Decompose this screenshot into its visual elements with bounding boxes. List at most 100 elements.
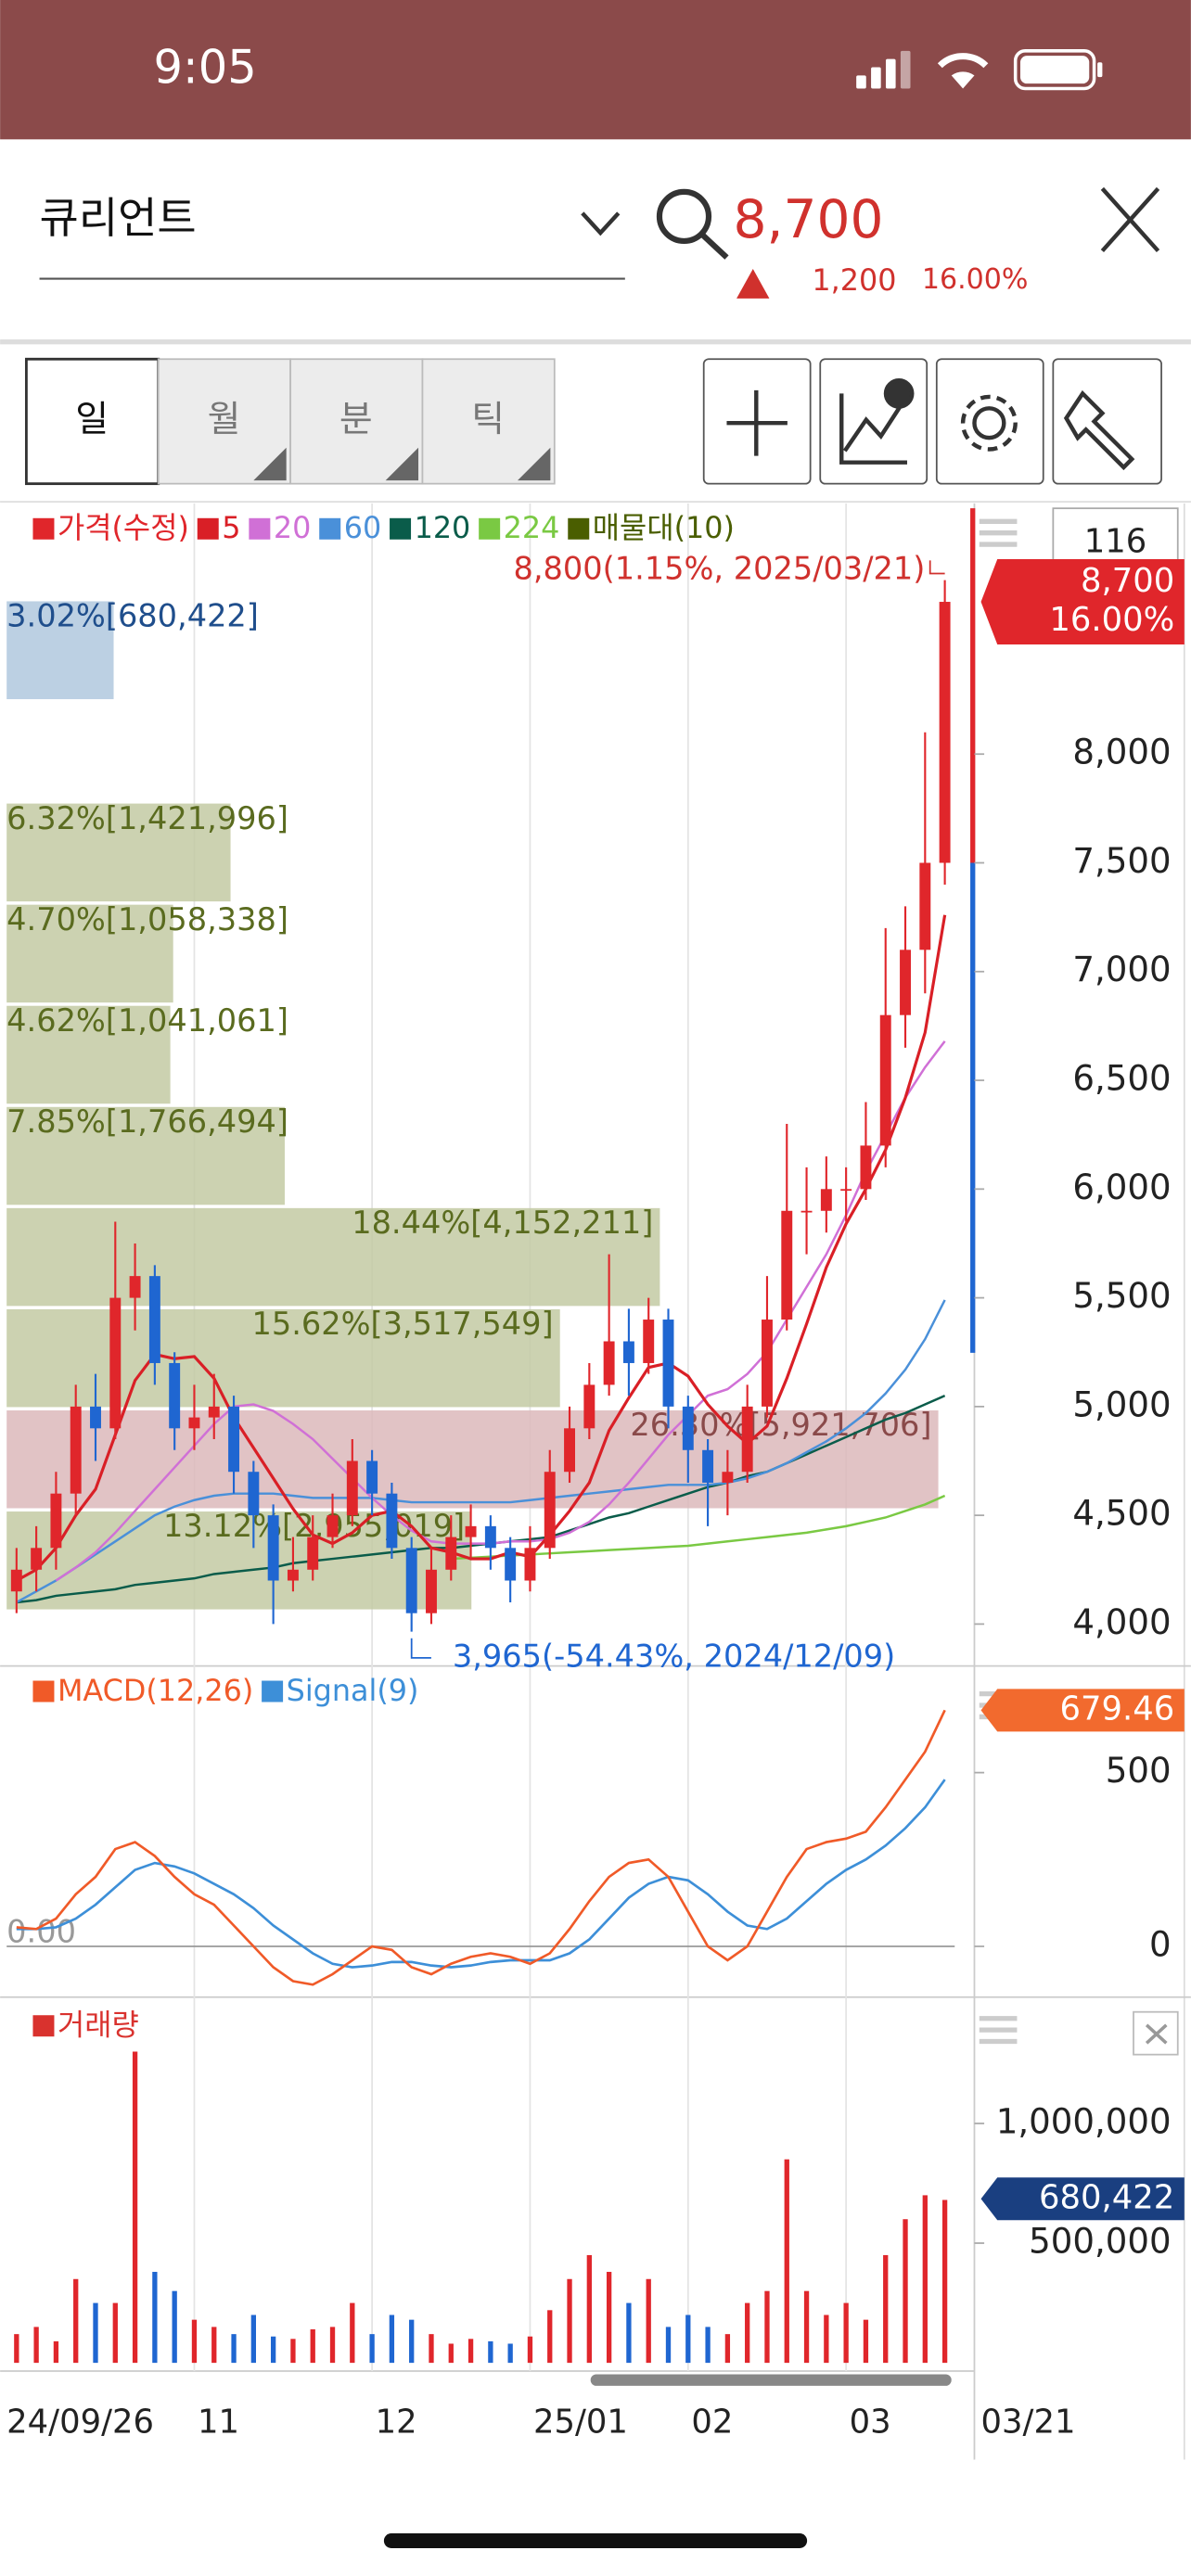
legend-label: 224	[504, 510, 560, 545]
volume-bar	[467, 2339, 474, 2364]
candle-body	[90, 1406, 101, 1429]
volume-profile-label: 3.02%[680,422]	[6, 598, 259, 634]
candle-body	[445, 1537, 457, 1570]
y-tick-label: 5,000	[1072, 1384, 1171, 1424]
volume-bar	[152, 2272, 158, 2364]
price-tag	[980, 559, 1185, 645]
volume-bar	[941, 2200, 948, 2364]
search-icon[interactable]	[656, 188, 729, 260]
legend-label: 5	[222, 510, 240, 545]
y-tick-label: 0	[1149, 1925, 1172, 1965]
candle-body	[109, 1297, 122, 1429]
legend-swatch	[32, 2015, 55, 2037]
tab-label: 분	[339, 399, 373, 440]
candle-body	[702, 1449, 714, 1483]
close-icon[interactable]	[1100, 186, 1160, 253]
volume-bar	[843, 2302, 849, 2364]
legend-swatch	[197, 517, 219, 540]
candle-body	[346, 1460, 358, 1516]
indicator-line	[16, 1709, 946, 1986]
candle-body	[820, 1189, 832, 1211]
x-last-date: 03/21	[981, 2404, 1076, 2442]
tab-corner	[253, 447, 287, 481]
volume-bar	[646, 2278, 651, 2364]
candle-body	[228, 1406, 240, 1473]
y-tick-label: 4,500	[1072, 1494, 1171, 1534]
volume-bar	[784, 2159, 789, 2364]
candle-body	[129, 1276, 141, 1298]
volume-bar	[547, 2310, 553, 2364]
volume-bar	[409, 2319, 415, 2364]
current-price: 8,700	[734, 189, 884, 250]
y-tick-label: 500,000	[1029, 2222, 1172, 2262]
tab[interactable]	[289, 358, 424, 485]
candle-body	[544, 1472, 556, 1549]
y-tick-label: 8,000	[1072, 733, 1171, 772]
volume-bar	[507, 2343, 513, 2364]
volume-profile-label: 15.62%[3,517,549]	[252, 1306, 554, 1342]
candle-body	[169, 1362, 181, 1429]
volume-bar	[290, 2339, 296, 2364]
volume-bar	[586, 2254, 592, 2364]
volume-profile-label: 4.62%[1,041,061]	[6, 1002, 288, 1039]
legend-label: 60	[344, 510, 381, 545]
volume-bar	[488, 2340, 493, 2364]
price-tag	[980, 1689, 1185, 1732]
volume-bar	[172, 2290, 177, 2364]
settings-button[interactable]	[935, 358, 1044, 485]
volume-bar	[191, 2319, 198, 2364]
tab-label: 일	[75, 399, 109, 440]
y-tick-label: 1,000,000	[996, 2101, 1172, 2141]
price-tag-label: 16.00%	[1049, 601, 1174, 639]
x-tick-label: 02	[691, 2404, 733, 2442]
stock-name[interactable]: 큐리언트	[40, 193, 197, 243]
indicator-line	[16, 1779, 946, 1969]
candle-body	[603, 1341, 615, 1385]
candle-body	[919, 862, 931, 950]
legend-label: 매물대(10)	[593, 510, 735, 545]
volume-bar	[448, 2343, 454, 2364]
y-tick-label: 4,000	[1072, 1602, 1171, 1642]
volume-bar	[270, 2336, 276, 2364]
toolbar-icons	[726, 378, 1135, 471]
y-tick-label: 7,500	[1072, 841, 1171, 881]
legend-swatch	[568, 517, 590, 540]
legend-swatch	[262, 1680, 284, 1702]
candle-body	[840, 1189, 852, 1192]
volume-bar	[53, 2340, 59, 2364]
tab[interactable]	[157, 358, 291, 485]
indicator-button[interactable]	[819, 358, 928, 485]
x-tick-label: 25/01	[533, 2404, 628, 2442]
dropdown-icon[interactable]	[581, 211, 621, 236]
legend-swatch	[479, 517, 501, 540]
volume-profile-bar	[6, 601, 114, 699]
status-bar	[0, 0, 1191, 140]
legend-label: 가격(수정)	[58, 510, 189, 545]
candle-body	[722, 1472, 734, 1483]
volume-bar	[724, 2334, 731, 2364]
x-tick-label: 12	[376, 2404, 417, 2442]
tab-corner	[385, 447, 419, 481]
volume-bar	[705, 2327, 711, 2364]
volume-bar	[685, 2315, 691, 2364]
legend-label: Signal(9)	[287, 1673, 419, 1708]
volume-bar	[903, 2219, 908, 2364]
candle-body	[662, 1320, 674, 1407]
status-time: 9:05	[154, 41, 257, 95]
legend-swatch	[390, 517, 412, 540]
candle-body	[741, 1406, 753, 1473]
volume-profile-bar	[6, 1005, 171, 1104]
legend-label: 120	[415, 510, 471, 545]
volume-bar	[922, 2195, 928, 2364]
tab[interactable]	[421, 358, 556, 485]
price-tag-label: 8,700	[1081, 562, 1174, 600]
legend-swatch	[249, 517, 271, 540]
volume-profile-label: 26.30%[5,921,706]	[630, 1407, 931, 1443]
y-tick-label: 7,000	[1072, 950, 1171, 989]
volume-bar	[389, 2315, 395, 2364]
price-tag	[980, 2177, 1185, 2221]
tools-button[interactable]	[1052, 358, 1162, 485]
